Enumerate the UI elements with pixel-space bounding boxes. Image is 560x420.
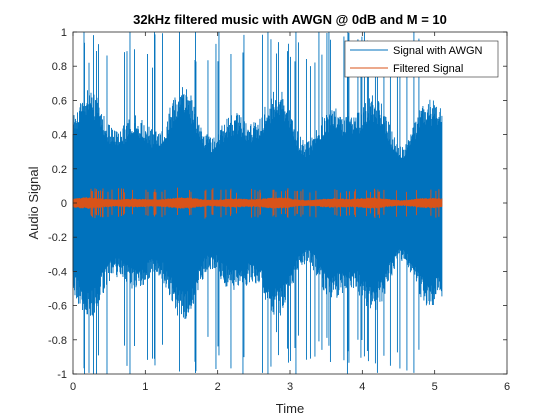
x-tick-label: 3 xyxy=(287,381,293,393)
x-tick-label: 5 xyxy=(432,381,438,393)
y-tick-label: 1 xyxy=(61,27,67,39)
y-tick-label: 0.2 xyxy=(52,164,67,176)
x-tick-label: 1 xyxy=(142,381,148,393)
y-tick-label: 0.4 xyxy=(52,130,67,142)
x-axis-label: Time xyxy=(276,401,304,416)
y-tick-label: 0.8 xyxy=(52,61,67,73)
x-tick-label: 4 xyxy=(359,381,365,393)
legend: Signal with AWGN Filtered Signal xyxy=(344,40,499,78)
x-axis: 0 1 2 3 4 5 6 xyxy=(70,32,510,393)
x-tick-label: 0 xyxy=(70,381,76,393)
y-tick-label: -0.2 xyxy=(48,232,67,244)
x-tick-label: 2 xyxy=(215,381,221,393)
y-tick-label: 0.6 xyxy=(52,95,67,107)
y-axis: -1 -0.8 -0.6 -0.4 -0.2 0 0.2 0.4 0.6 0.8 1 xyxy=(48,27,507,381)
y-axis-label: Audio Signal xyxy=(26,166,41,239)
legend-label-signal-with-awgn: Signal with AWGN xyxy=(393,45,483,57)
x-tick-label: 6 xyxy=(504,381,510,393)
y-tick-label: -0.6 xyxy=(48,301,67,313)
y-tick-label: 0 xyxy=(61,198,67,210)
chart-title: 32kHz filtered music with AWGN @ 0dB and… xyxy=(133,12,447,27)
legend-box xyxy=(344,40,499,78)
legend-label-filtered-signal: Filtered Signal xyxy=(393,63,463,75)
y-tick-label: -0.8 xyxy=(48,335,67,347)
y-tick-label: -0.4 xyxy=(48,266,67,278)
y-tick-label: -1 xyxy=(57,369,67,381)
